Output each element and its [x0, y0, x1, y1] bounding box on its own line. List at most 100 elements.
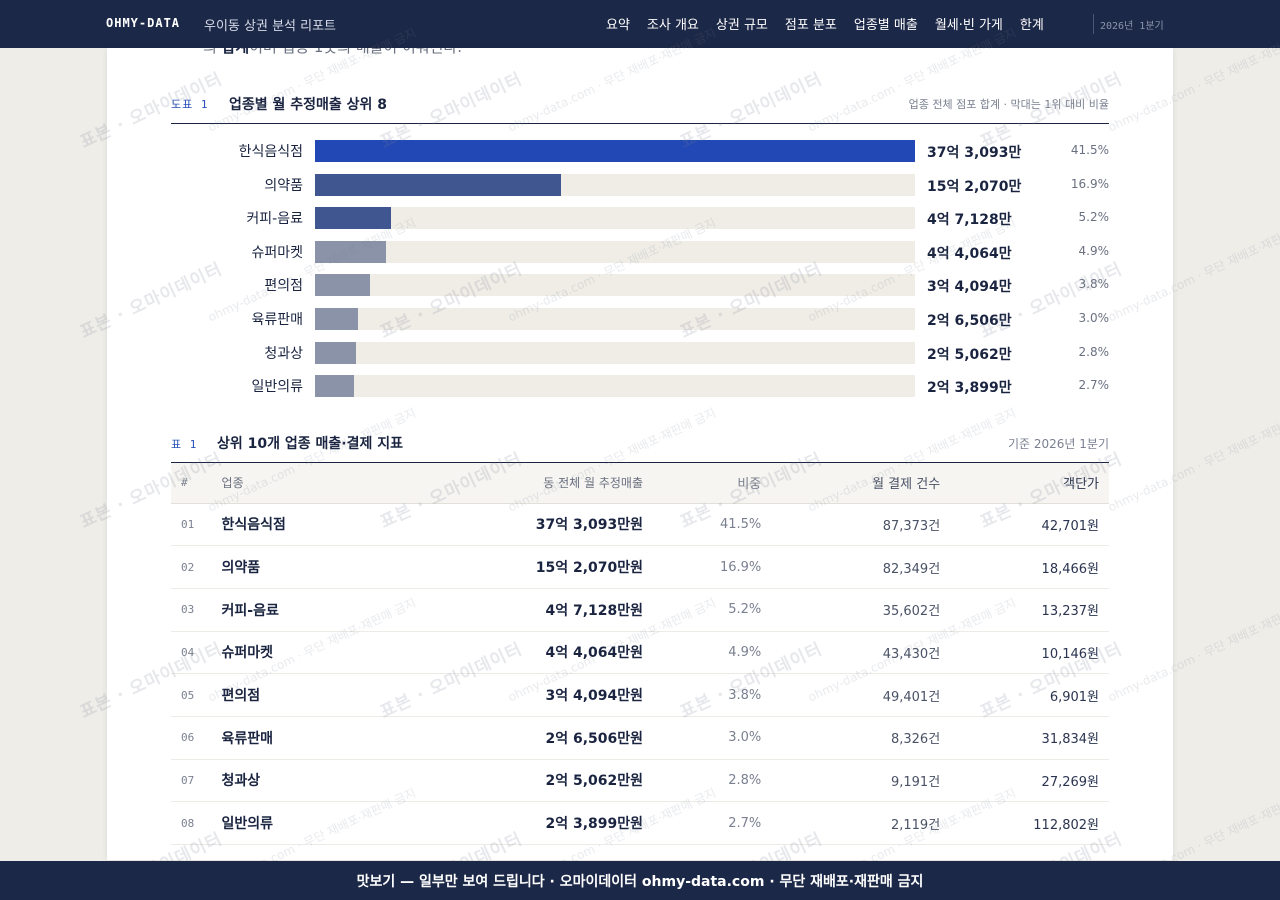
row-share: 5.2% [643, 588, 762, 632]
bar-row: 청과상 2억 5,062만 2.8% [171, 341, 1110, 364]
row-avg-price: 112,802원 [940, 801, 1109, 845]
row-industry: 육류판매 [221, 716, 404, 760]
bar-fill [315, 140, 915, 162]
row-rank: 06 [171, 716, 222, 760]
nav-link-sales-by-industry[interactable]: 업종별 매출 [853, 18, 918, 33]
row-industry: 일반의류 [221, 801, 404, 845]
bar-value-label: 37억 3,093만 [927, 145, 1022, 161]
table-title: 상위 10개 업종 매출·결제 지표 [217, 436, 403, 452]
table-row: 04 슈퍼마켓 4억 4,064만원 4.9% 43,430건 10,146원 [171, 631, 1109, 675]
row-rank: 05 [171, 673, 222, 717]
row-transactions: 87,373건 [761, 503, 941, 547]
row-industry: 의약품 [221, 545, 404, 589]
row-transactions: 2,119건 [761, 801, 941, 845]
row-industry: 한식음식점 [221, 503, 404, 547]
nav-link-limits[interactable]: 한계 [1019, 18, 1044, 33]
bar-row: 커피-음료 4억 7,128만 5.2% [171, 207, 1110, 230]
row-sales: 4억 4,064만원 [403, 631, 644, 675]
nav-link-market-size[interactable]: 상권 규모 [715, 18, 768, 33]
bar-label: 편의점 [264, 278, 303, 295]
row-industry: 편의점 [221, 673, 404, 717]
bar-label: 일반의류 [251, 379, 303, 396]
bar-value-label: 15억 2,070만 [927, 178, 1022, 195]
bar-row: 의약품 15억 2,070만 16.9% [171, 173, 1109, 196]
body-text-before: 의 [203, 48, 222, 56]
row-share: 3.0% [643, 716, 762, 760]
nav-link-summary[interactable]: 요약 [606, 18, 630, 33]
bar-value-label: 3억 4,094만 [927, 279, 1012, 296]
row-avg-price: 6,901원 [940, 673, 1109, 717]
col-avg-price: 객단가 [940, 463, 1109, 504]
table-row: 05 편의점 3억 4,094만원 3.8% 49,401건 6,901원 [171, 673, 1109, 717]
bar-share-label: 4.9% [1078, 243, 1110, 258]
bar-fill [315, 274, 371, 297]
bar-fill [315, 341, 356, 364]
table-tag: 표 1 [171, 438, 198, 451]
figure-note: 업종 전체 점포 합계 · 막대는 1위 대비 비율 [908, 98, 1109, 111]
row-avg-price: 27,269원 [940, 759, 1109, 803]
row-sales: 2억 3,899만원 [403, 801, 644, 845]
nav-link-rent-vacancy[interactable]: 월세·빈 가게 [934, 18, 1003, 33]
footer-text: 맛보기 — 일부만 보여 드립니다 · 오마이데이터 ohmy-data.com… [356, 873, 924, 890]
brand-logo[interactable]: OHMY-DATA [106, 16, 181, 30]
bar-share-label: 2.7% [1078, 378, 1110, 393]
row-sales: 2억 6,506만원 [403, 716, 644, 760]
row-transactions: 82,349건 [761, 545, 941, 589]
bar-value-label: 4억 7,128만 [927, 212, 1012, 229]
bar-share-label: 3.0% [1078, 311, 1110, 325]
bar-label: 청과상 [264, 345, 303, 362]
bar-track [315, 207, 915, 230]
row-share: 3.8% [643, 673, 762, 717]
row-industry: 슈퍼마켓 [221, 631, 404, 675]
bar-share-label: 2.8% [1078, 344, 1110, 359]
bar-row: 편의점 3억 4,094만 3.8% [171, 274, 1110, 297]
bar-track [315, 341, 915, 364]
row-sales: 2억 5,062만원 [403, 759, 644, 803]
table-header-row: # 업종 동 전체 월 추정매출 비중 월 결제 건수 객단가 [171, 463, 1109, 504]
bar-fill [315, 240, 387, 263]
bar-label: 커피-음료 [246, 211, 303, 228]
bar-value-label: 4억 4,064만 [927, 245, 1012, 262]
table-header: 표 1 상위 10개 업종 매출·결제 지표 기준 2026년 1분기 [171, 433, 1109, 463]
table-row: 08 일반의류 2억 3,899만원 2.7% 2,119건 112,802원 [171, 801, 1109, 845]
row-share: 41.5% [643, 503, 762, 547]
row-industry: 청과상 [221, 759, 404, 803]
nav-divider [1093, 14, 1094, 34]
bar-track [315, 308, 915, 330]
bar-share-label: 5.2% [1078, 210, 1110, 225]
col-sales: 동 전체 월 추정매출 [403, 463, 644, 504]
row-industry: 커피-음료 [221, 588, 404, 632]
footer-banner: 맛보기 — 일부만 보여 드립니다 · 오마이데이터 ohmy-data.com… [0, 861, 1280, 900]
row-avg-price: 31,834원 [940, 716, 1109, 760]
figure-header: 도표 1 업종별 월 추정매출 상위 8 업종 전체 점포 합계 · 막대는 1… [171, 96, 1109, 124]
bar-share-label: 16.9% [1070, 176, 1109, 191]
body-text-bold: 합계 [222, 48, 250, 56]
row-transactions: 49,401건 [761, 673, 941, 717]
report-title: 우이동 상권 분석 리포트 [204, 19, 336, 34]
col-industry: 업종 [221, 463, 404, 504]
row-transactions: 9,191건 [761, 759, 941, 803]
table-row: 07 청과상 2억 5,062만원 2.8% 9,191건 27,269원 [171, 759, 1109, 803]
bar-track [315, 140, 915, 162]
bar-label: 슈퍼마켓 [251, 244, 303, 261]
bar-row: 슈퍼마켓 4억 4,064만 4.9% [171, 240, 1110, 263]
table-row: 06 육류판매 2억 6,506만원 3.0% 8,326건 31,834원 [171, 716, 1109, 760]
col-rank: # [171, 463, 222, 504]
row-sales: 15억 2,070만원 [403, 545, 644, 589]
row-transactions: 43,430건 [761, 631, 941, 675]
bar-fill [315, 207, 392, 230]
bar-value-label: 2억 6,506만 [927, 313, 1012, 329]
nav-link-overview[interactable]: 조사 개요 [646, 18, 699, 33]
top-nav-bar: OHMY-DATA 우이동 상권 분석 리포트 요약 조사 개요 상권 규모 점… [0, 0, 1280, 48]
bar-row: 일반의류 2억 3,899만 2.7% [171, 375, 1110, 398]
col-transactions: 월 결제 건수 [761, 463, 941, 504]
row-share: 2.7% [643, 801, 762, 845]
bar-row: 육류판매 2억 6,506만 3.0% [171, 308, 1109, 330]
row-sales: 3억 4,094만원 [403, 673, 644, 717]
bar-label: 육류판매 [251, 312, 303, 328]
row-rank: 01 [171, 503, 222, 547]
bar-label: 한식음식점 [238, 144, 303, 160]
bar-share-label: 41.5% [1070, 143, 1109, 157]
nav-link-store-distribution[interactable]: 점포 분포 [784, 18, 837, 33]
bar-share-label: 3.8% [1078, 277, 1110, 292]
